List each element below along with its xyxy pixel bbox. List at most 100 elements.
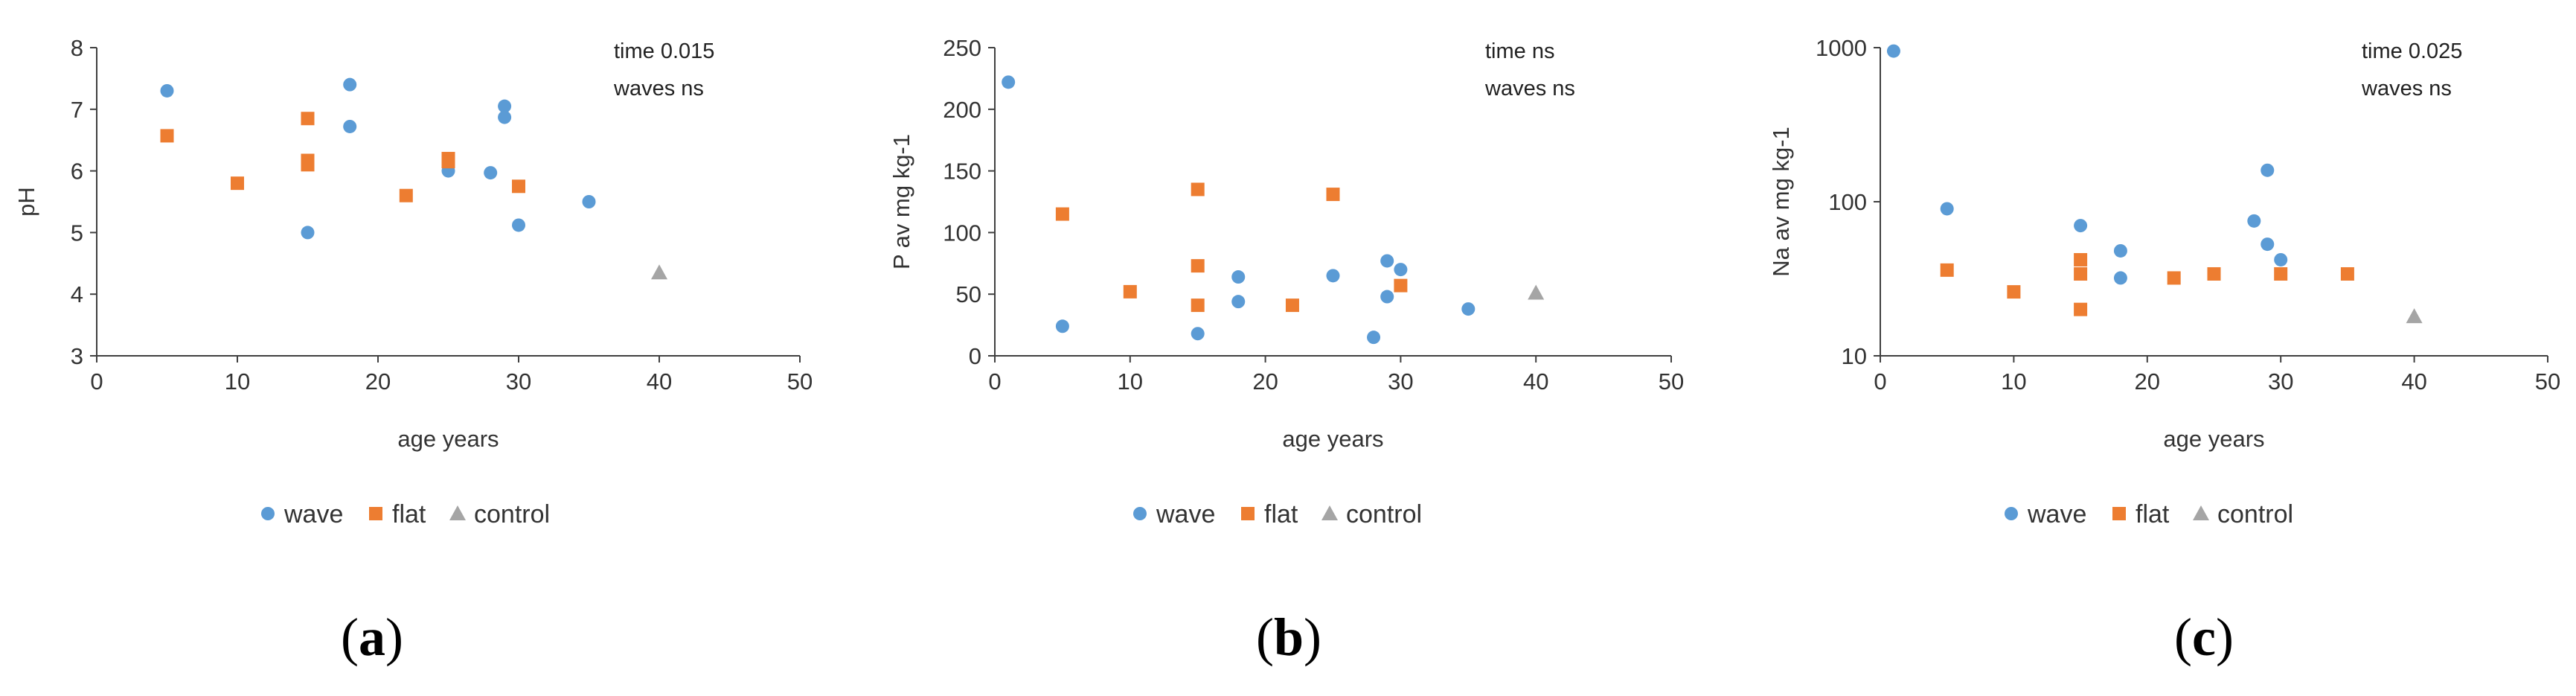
- data-point-wave: [2274, 252, 2288, 266]
- y-tick-label: 1000: [1816, 35, 1867, 61]
- annotation-text: time 0.015: [614, 39, 714, 63]
- y-tick-label: 3: [71, 343, 83, 369]
- data-point-wave: [1191, 327, 1205, 341]
- data-point-wave: [1055, 319, 1069, 333]
- data-point-wave: [2113, 243, 2127, 258]
- data-point-wave: [1461, 302, 1476, 316]
- legend-entry-wave: wave: [2027, 500, 2086, 529]
- legend-entry-wave: wave: [1156, 500, 1215, 529]
- legend: wave flat control: [261, 500, 550, 529]
- data-point-wave: [2261, 237, 2275, 252]
- data-point-flat: [2167, 271, 2181, 285]
- y-tick-label: 7: [71, 97, 83, 123]
- x-tick-label: 30: [2268, 368, 2293, 395]
- legend-entry-control: control: [1346, 500, 1422, 529]
- data-point-wave: [1394, 263, 1408, 277]
- panel-label-letter: a: [359, 607, 385, 667]
- data-point-wave: [1231, 295, 1246, 309]
- data-point-flat: [2274, 266, 2288, 281]
- data-point-flat: [1191, 259, 1205, 273]
- legend-marker-flat: [1241, 507, 1255, 520]
- data-point-flat: [1191, 298, 1205, 313]
- panel-label-close: ): [385, 607, 403, 667]
- x-tick-label: 30: [1388, 368, 1413, 395]
- legend: wave flat control: [2005, 500, 2293, 529]
- x-tick-label: 20: [1252, 368, 1278, 395]
- x-tick-label: 40: [2401, 368, 2426, 395]
- data-point-wave: [1367, 331, 1381, 345]
- data-point-wave: [160, 83, 174, 98]
- x-tick-label: 10: [225, 368, 250, 395]
- y-axis-title: pH: [13, 187, 39, 217]
- y-tick-label: 150: [943, 159, 981, 185]
- x-tick-label: 0: [1874, 368, 1886, 395]
- data-point-flat: [160, 129, 174, 143]
- legend-marker-wave: [1133, 507, 1147, 520]
- legend-entry-flat: flat: [392, 500, 426, 529]
- x-tick-label: 40: [1523, 368, 1548, 395]
- x-tick-label: 50: [787, 368, 813, 395]
- legend-marker-flat: [2112, 507, 2126, 520]
- data-point-flat: [1285, 298, 1299, 313]
- y-tick-label: 8: [71, 35, 83, 61]
- chart-panel-a: 0 10 20 30 40 50 3 4 5 6 7 8 age years pH time 0.015 wa…: [13, 35, 813, 667]
- y-tick-label: 200: [943, 97, 981, 123]
- data-point-wave: [1380, 290, 1394, 304]
- y-tick-label: 5: [71, 220, 83, 246]
- y-tick-label: 50: [956, 281, 981, 307]
- panel-label-open: (: [2174, 607, 2192, 667]
- panel-label-open: (: [341, 607, 359, 667]
- data-point-flat: [1191, 182, 1205, 197]
- data-point-wave: [1886, 44, 1900, 58]
- data-point-flat: [1394, 278, 1408, 293]
- panel-label-close: ): [1304, 607, 1321, 667]
- y-tick-label: 10: [1842, 343, 1867, 369]
- legend-marker-control: [449, 505, 466, 520]
- y-axis-title: Na av mg kg-1: [1768, 127, 1794, 277]
- data-point-flat: [441, 155, 455, 169]
- data-point-wave: [2261, 163, 2275, 177]
- data-point-flat: [231, 176, 244, 191]
- data-point-flat: [2007, 285, 2021, 299]
- x-tick-label: 30: [506, 368, 531, 395]
- x-axis-title: age years: [1282, 426, 1383, 452]
- panel-label-text: (a): [341, 607, 403, 667]
- panel-label: (a): [341, 607, 403, 667]
- data-point-flat: [1326, 188, 1340, 202]
- data-point-wave: [484, 166, 498, 180]
- data-point-wave: [343, 77, 357, 92]
- legend-marker-wave: [261, 507, 275, 520]
- y-tick-label: 4: [71, 281, 83, 307]
- data-point-wave: [301, 226, 315, 240]
- data-point-flat: [2207, 266, 2221, 281]
- y-tick-label: 250: [943, 35, 981, 61]
- data-point-control: [1528, 284, 1545, 300]
- data-point-flat: [2074, 302, 2088, 316]
- panel-label: (c): [2174, 607, 2234, 667]
- panel-label-text: (c): [2174, 607, 2234, 667]
- annotation-text: waves ns: [2361, 77, 2452, 100]
- data-point-wave: [582, 195, 596, 208]
- y-tick-label: 0: [969, 343, 981, 369]
- x-tick-label: 50: [1659, 368, 1684, 395]
- legend-entry-control: control: [2217, 500, 2293, 529]
- data-point-wave: [1326, 269, 1340, 283]
- legend-marker-control: [2193, 505, 2209, 520]
- legend-entry-control: control: [474, 500, 550, 529]
- y-tick-label: 100: [943, 220, 981, 246]
- data-point-wave: [343, 119, 357, 133]
- x-tick-label: 10: [1118, 368, 1143, 395]
- data-point-flat: [1123, 284, 1137, 298]
- x-tick-label: 50: [2535, 368, 2560, 395]
- panel-label-letter: c: [2192, 607, 2216, 667]
- data-point-wave: [1940, 202, 1954, 216]
- legend: wave flat control: [1133, 500, 1422, 529]
- data-point-flat: [1055, 207, 1069, 221]
- x-tick-label: 20: [2135, 368, 2160, 395]
- data-point-flat: [2340, 266, 2354, 281]
- data-point-wave: [498, 110, 512, 124]
- y-tick-label: 100: [1828, 189, 1867, 215]
- data-point-flat: [399, 188, 413, 202]
